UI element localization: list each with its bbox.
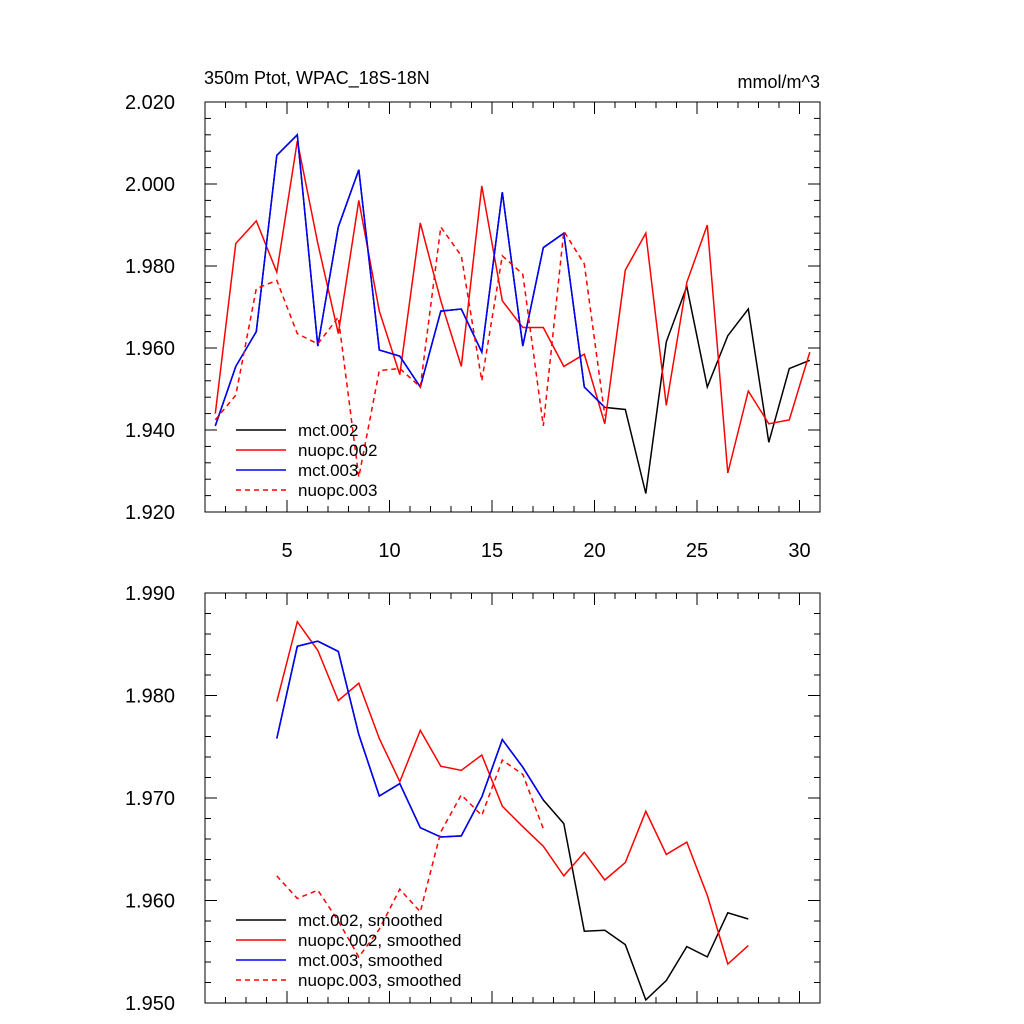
x-tick-label: 10 [378, 540, 400, 562]
y-tick-label: 2.000 [125, 174, 175, 196]
y-tick-label: 2.020 [125, 92, 175, 114]
x-tick-label: 25 [686, 540, 708, 562]
y-tick-label: 1.980 [125, 686, 175, 708]
plot-frame [204, 592, 821, 1004]
x-tick-label: 15 [481, 540, 503, 562]
plot-lines [276, 619, 749, 1002]
x-tick-label: 20 [583, 540, 605, 562]
plot-frame [204, 101, 821, 513]
y-tick-label: 1.940 [125, 420, 175, 442]
y-tick-label: 1.960 [125, 338, 175, 360]
legend-label: mct.002, smoothed [298, 911, 443, 930]
bottom-panel: 1.950 1.960 1.970 1.980 1.990 mct.002, smoot… [125, 583, 821, 1015]
series-line-nuopc-003-smoothed [276, 758, 545, 959]
plot-lines [214, 133, 811, 494]
legend-label: nuopc.002 [298, 441, 377, 460]
y-tick-label: 1.970 [125, 788, 175, 810]
y-tick-label: 1.980 [125, 256, 175, 278]
legend-label: mct.002 [298, 421, 358, 440]
series-line-nuopc-002-smoothed [276, 619, 749, 966]
units-label: mmol/m^3 [738, 72, 820, 92]
top-panel: 350m Ptot, WPAC_18S-18N mmol/m^3 1.9201.… [125, 68, 821, 562]
series-line-mct-003-smoothed [276, 640, 544, 838]
legend-label: nuopc.002, smoothed [298, 931, 462, 950]
y-tick-label: 1.960 [125, 891, 175, 913]
axis-ticks: 1.950 1.960 1.970 1.980 1.990 [125, 583, 821, 1015]
legend-label: nuopc.003 [298, 481, 377, 500]
y-tick-label: 1.990 [125, 583, 175, 605]
x-tick-label: 30 [788, 540, 810, 562]
legend-label: mct.003 [298, 461, 358, 480]
series-line-mct-003 [214, 133, 606, 427]
legend-label: mct.003, smoothed [298, 951, 443, 970]
y-tick-label: 1.920 [125, 502, 175, 524]
x-tick-label: 5 [281, 540, 292, 562]
legend-label: nuopc.003, smoothed [298, 971, 462, 990]
series-line-nuopc-003 [214, 225, 606, 478]
y-tick-label: 1.950 [125, 993, 175, 1015]
axis-ticks: 1.920 1.940 1.960 1.980 2.000 2.020 5 10 15 20 25 3… [125, 92, 821, 562]
chart-title: 350m Ptot, WPAC_18S-18N [204, 68, 430, 89]
series-line-nuopc-002 [214, 140, 811, 474]
